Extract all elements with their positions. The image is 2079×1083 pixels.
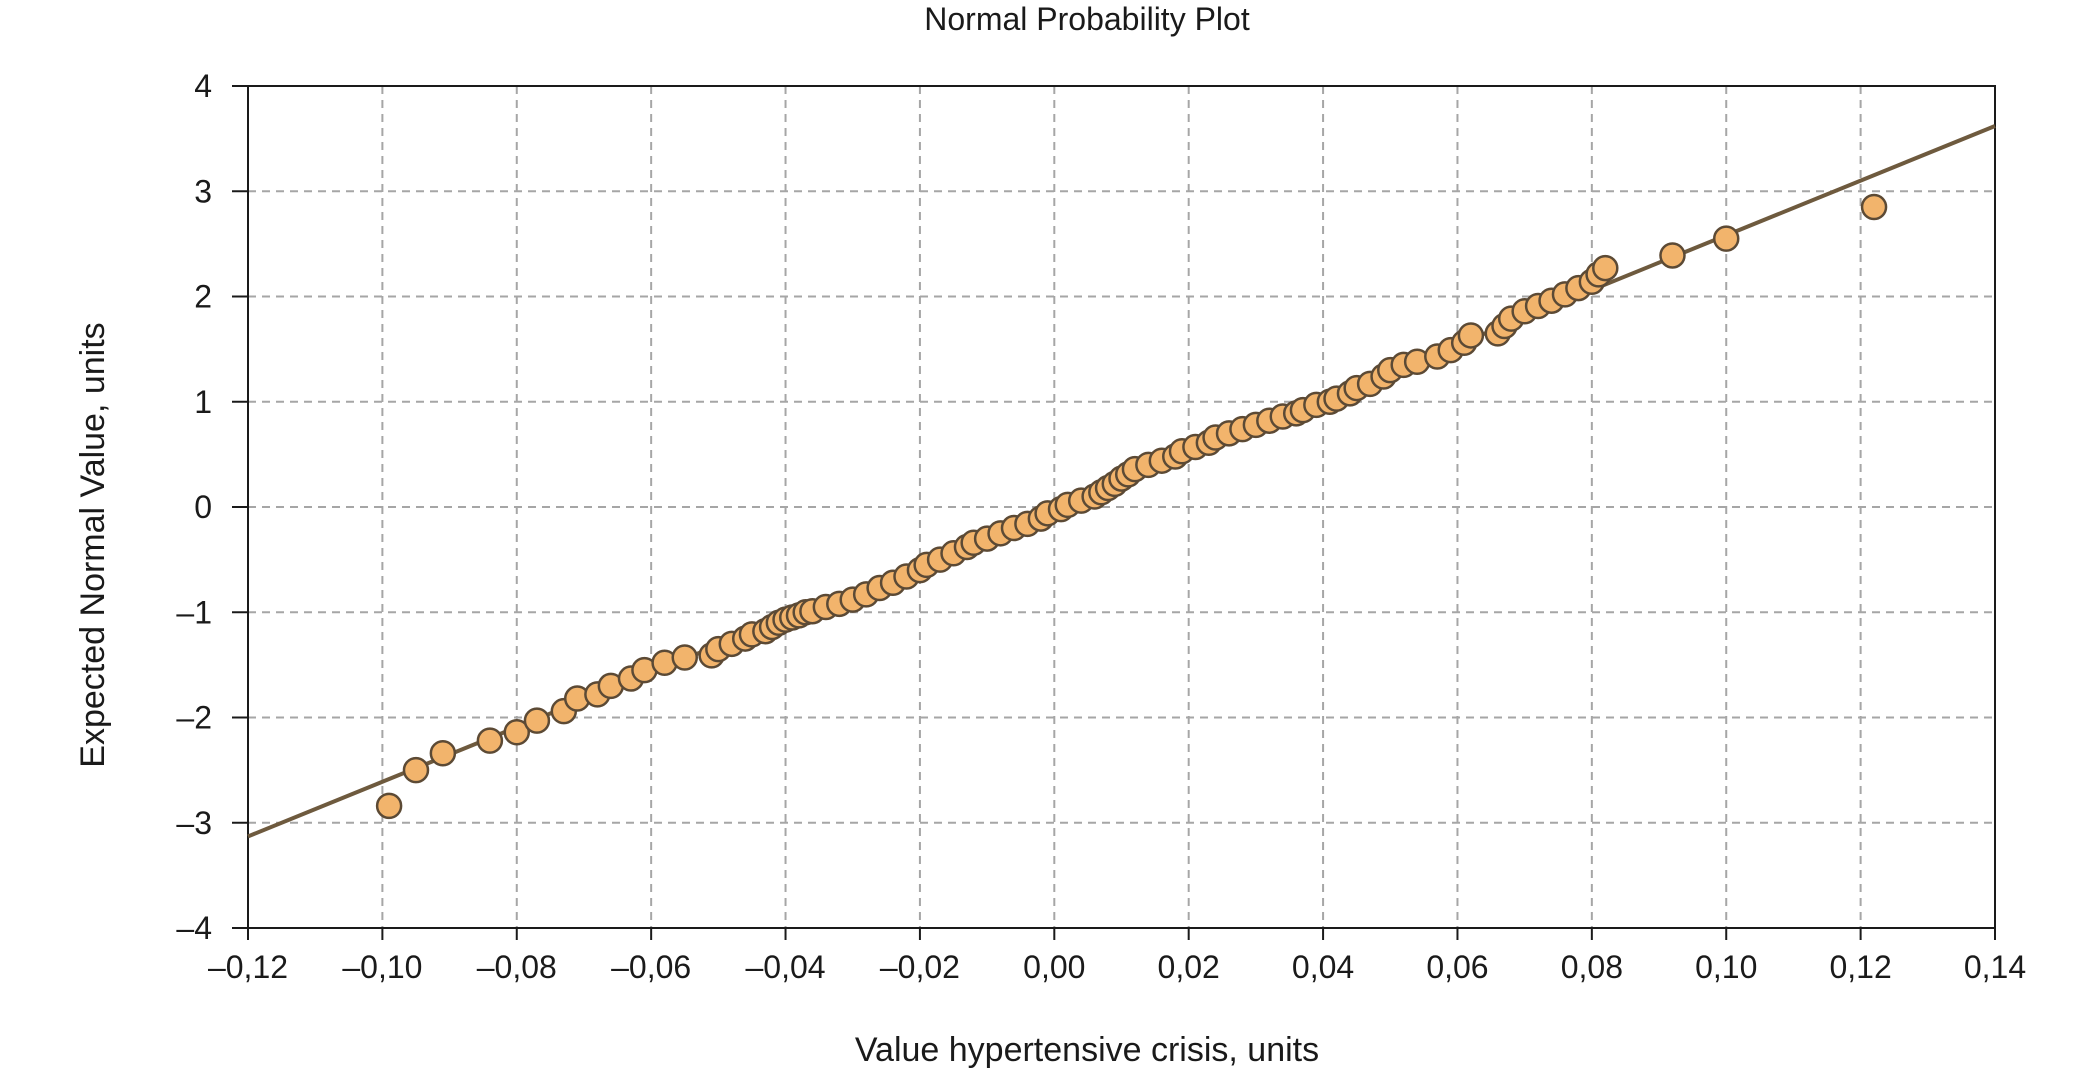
x-axis-label: Value hypertensive crisis, units [855, 1031, 1319, 1069]
y-tick-label: –1 [176, 594, 212, 630]
x-tick-label: –0,10 [342, 949, 422, 985]
x-tick-label: 0,12 [1829, 949, 1891, 985]
x-tick-label: –0,04 [745, 949, 825, 985]
y-tick-label: 2 [194, 279, 212, 315]
data-point [503, 718, 531, 746]
y-tick-label: 1 [194, 384, 212, 420]
x-tick-label: 0,08 [1561, 949, 1623, 985]
x-tick-label: 0,06 [1426, 949, 1488, 985]
y-tick-label: –2 [176, 700, 212, 736]
x-tick-label: –0,12 [208, 949, 288, 985]
grid [248, 86, 1995, 928]
data-point [671, 644, 698, 671]
data-point [375, 792, 403, 820]
y-tick-label: 3 [194, 173, 212, 209]
x-tick-label: 0,14 [1964, 949, 2026, 985]
data-point [476, 727, 504, 754]
y-tick-label: –3 [176, 805, 212, 841]
data-point [1712, 225, 1740, 252]
axes: –0,12 –0,10 –0,08 –0,06 –0,04 –0,02 0,00 0,02 0,… [176, 68, 2026, 985]
x-tick-label: 0,00 [1023, 949, 1085, 985]
data-point [1592, 254, 1619, 282]
data-point [523, 707, 551, 734]
y-tick-label: 4 [194, 68, 212, 104]
x-tick-label: –0,08 [477, 949, 557, 985]
y-tick-label: –4 [176, 910, 212, 946]
data-point [1860, 193, 1888, 221]
x-tick-label: 0,04 [1292, 949, 1354, 985]
x-tick-label: –0,06 [611, 949, 691, 985]
x-tick-label: 0,10 [1695, 949, 1757, 985]
y-axis-label: Expected Normal Value, units [74, 322, 112, 767]
data-point [429, 740, 457, 767]
data-point [1659, 242, 1686, 269]
data-points [375, 193, 1888, 820]
x-tick-label: 0,02 [1158, 949, 1220, 985]
chart-title: Normal Probability Plot [924, 1, 1250, 37]
plot-frame [247, 85, 1996, 929]
data-point [1457, 322, 1485, 349]
y-tick-label: 0 [194, 489, 212, 525]
x-tick-label: –0,02 [880, 949, 960, 985]
data-point [402, 756, 430, 784]
